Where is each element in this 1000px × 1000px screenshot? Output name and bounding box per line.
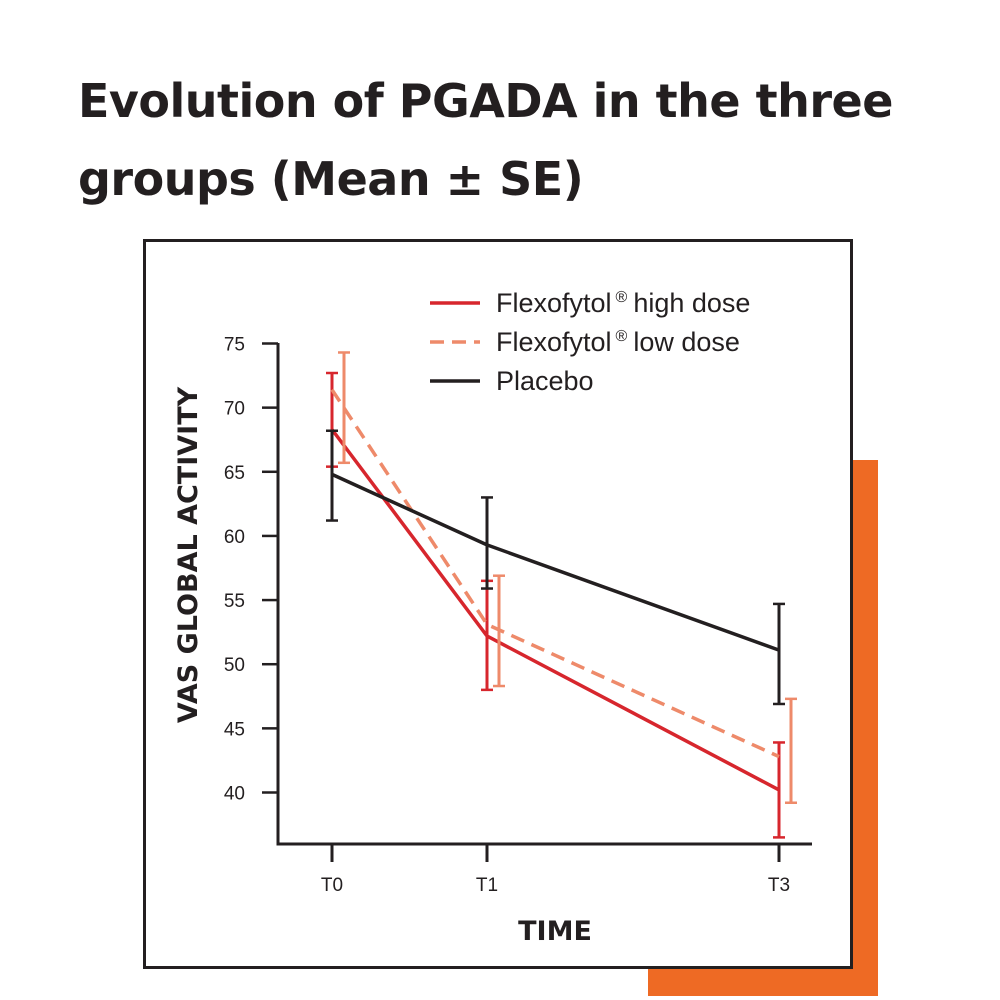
legend-label-placebo: Placebo [496, 366, 594, 396]
y-tick-label: 70 [224, 399, 245, 420]
axes: 40 45 50 55 60 65 70 75 T0 T1 T3 TIME VAS GLOBAL ACT… [173, 335, 812, 947]
legend-registered-mark: ® [616, 328, 628, 345]
y-axis-title: VAS GLOBAL ACTIVITY [173, 386, 204, 723]
y-tick-label: 55 [224, 591, 245, 612]
chart-frame [143, 239, 853, 969]
legend-name: Placebo [496, 366, 594, 396]
chart-title: Evolution of PGADA in the three groups (… [78, 74, 893, 206]
y-tick-label: 65 [224, 463, 245, 484]
legend-name: Flexofytol [496, 288, 612, 318]
legend-label-low-dose: Flexofytol ® low dose [496, 327, 740, 357]
legend-registered-mark: ® [616, 289, 628, 306]
series-group [326, 351, 797, 839]
x-tick-label-t1: T1 [476, 875, 498, 896]
x-tick-label-t0: T0 [321, 875, 343, 896]
y-tick-label: 50 [224, 655, 245, 676]
y-tick-label: 45 [224, 719, 245, 740]
series-line [330, 428, 780, 792]
legend-suffix: low dose [633, 327, 740, 357]
series-line [331, 472, 780, 652]
legend-name: Flexofytol [496, 327, 612, 357]
x-axis-title: TIME [518, 916, 592, 947]
series-low-dose [330, 351, 797, 805]
y-tick-label: 60 [224, 527, 245, 548]
x-tick-label-t3: T3 [768, 875, 790, 896]
series-high-dose [326, 371, 785, 839]
series-placebo [326, 429, 785, 706]
series-line [330, 388, 780, 759]
legend-suffix: high dose [633, 288, 750, 318]
legend-label-high-dose: Flexofytol ® high dose [496, 288, 750, 318]
y-tick-label: 75 [224, 335, 245, 356]
y-tick-label: 40 [224, 784, 245, 805]
